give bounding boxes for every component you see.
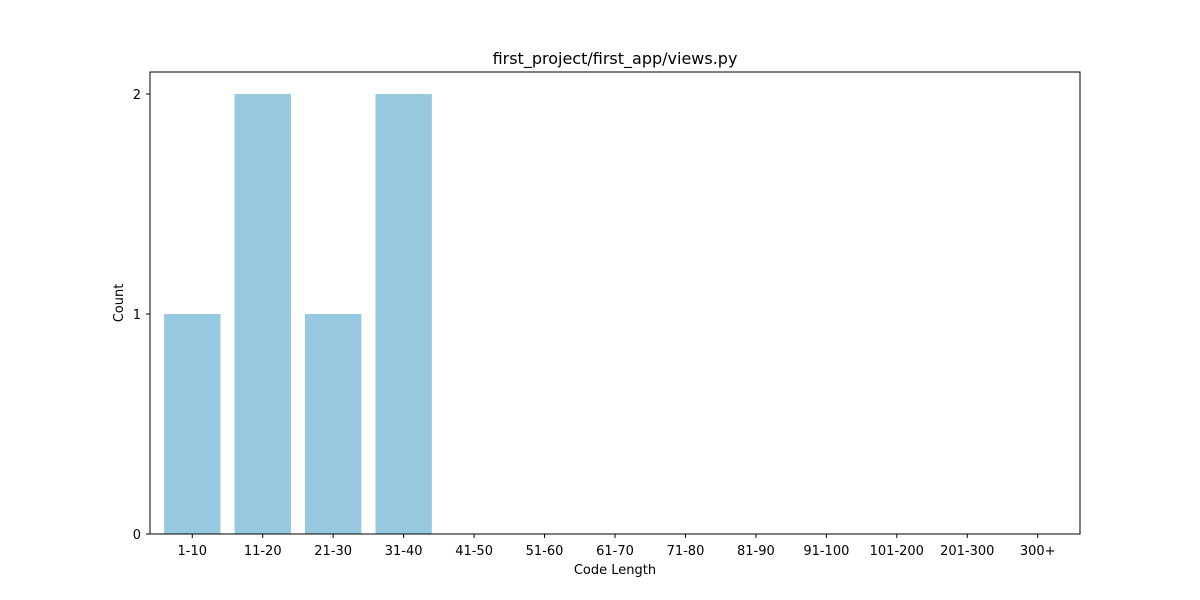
x-tick-label: 11-20: [244, 544, 282, 559]
plot-frame: [149, 71, 1081, 535]
x-axis: 1-10 11-20 21-30 31-40 41-50 51-60 61-70 71-80 8…: [178, 534, 1056, 559]
x-tick-label: 300+: [1020, 544, 1056, 559]
x-tick-label: 61-70: [596, 544, 634, 559]
y-axis: 0 1 2: [133, 88, 150, 543]
y-tick-label: 2: [133, 88, 141, 103]
x-tick-label: 41-50: [455, 544, 493, 559]
bar-11-20: [234, 94, 291, 534]
bar-1-10: [164, 314, 221, 534]
x-tick-label: 101-200: [870, 544, 924, 559]
bar-31-40: [375, 94, 432, 534]
x-tick-label: 1-10: [178, 544, 208, 559]
x-tick-label: 31-40: [385, 544, 423, 559]
x-axis-label: Code Length: [574, 563, 656, 578]
chart-title: first_project/first_app/views.py: [493, 49, 738, 69]
x-tick-label: 51-60: [526, 544, 564, 559]
bars-layer: [164, 94, 432, 534]
x-tick-label: 71-80: [667, 544, 705, 559]
y-tick-label: 0: [133, 528, 141, 543]
x-tick-label: 81-90: [737, 544, 775, 559]
y-axis-label: Count: [112, 284, 127, 323]
y-tick-label: 1: [133, 308, 141, 323]
x-tick-label: 201-300: [940, 544, 994, 559]
bar-21-30: [305, 314, 362, 534]
x-tick-label: 21-30: [314, 544, 352, 559]
x-tick-label: 91-100: [803, 544, 849, 559]
